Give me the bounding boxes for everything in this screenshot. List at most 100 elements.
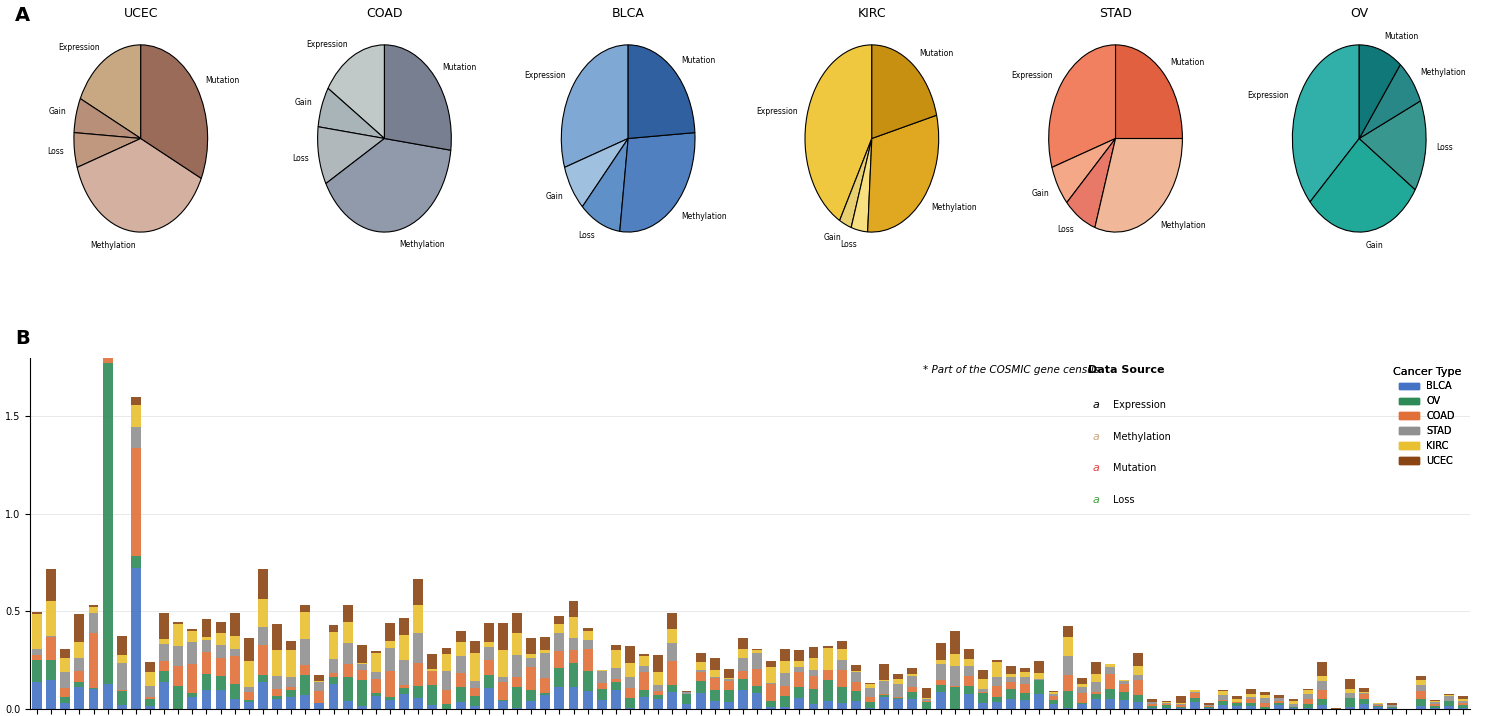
Bar bbox=[201, 619, 211, 637]
Bar bbox=[1359, 699, 1370, 704]
Bar bbox=[484, 688, 494, 709]
Bar bbox=[300, 695, 310, 709]
Bar bbox=[808, 690, 819, 704]
Bar bbox=[75, 642, 84, 658]
Bar bbox=[258, 682, 268, 709]
Bar bbox=[1090, 674, 1101, 682]
Bar bbox=[908, 674, 918, 676]
Bar bbox=[399, 695, 410, 709]
Bar bbox=[795, 650, 804, 661]
Text: Gain: Gain bbox=[1032, 189, 1050, 198]
Bar bbox=[654, 695, 663, 699]
Bar bbox=[950, 686, 960, 687]
Bar bbox=[414, 634, 423, 663]
Bar bbox=[1204, 707, 1214, 708]
Bar bbox=[456, 702, 465, 709]
Bar bbox=[950, 654, 960, 666]
Bar bbox=[738, 639, 748, 649]
Bar bbox=[822, 679, 833, 701]
Bar bbox=[1288, 699, 1299, 702]
Bar bbox=[710, 690, 720, 702]
Bar bbox=[597, 671, 606, 683]
Text: Loss: Loss bbox=[1058, 225, 1074, 234]
Bar bbox=[908, 676, 918, 687]
Bar bbox=[568, 664, 579, 687]
Bar bbox=[75, 658, 84, 672]
Bar bbox=[1232, 702, 1242, 706]
Bar bbox=[681, 692, 692, 694]
Bar bbox=[1119, 682, 1130, 684]
Bar bbox=[1035, 661, 1044, 674]
Bar bbox=[879, 681, 890, 694]
Bar bbox=[88, 633, 99, 687]
Text: Methylation: Methylation bbox=[1161, 221, 1206, 230]
Bar bbox=[1106, 699, 1114, 709]
Bar bbox=[1430, 708, 1440, 709]
Bar bbox=[201, 640, 211, 652]
Bar bbox=[766, 684, 776, 701]
Bar bbox=[597, 683, 606, 689]
Bar bbox=[978, 702, 988, 709]
Bar bbox=[188, 629, 198, 632]
Bar bbox=[470, 706, 480, 709]
Bar bbox=[32, 649, 42, 654]
Wedge shape bbox=[867, 115, 939, 232]
Bar bbox=[710, 677, 720, 678]
Bar bbox=[1035, 694, 1044, 709]
Bar bbox=[130, 427, 141, 448]
Bar bbox=[1302, 704, 1312, 708]
Bar bbox=[1048, 692, 1059, 694]
Bar bbox=[414, 604, 423, 634]
Bar bbox=[921, 701, 932, 702]
Bar bbox=[1106, 664, 1114, 667]
Bar bbox=[88, 687, 99, 689]
Text: Mutation: Mutation bbox=[681, 56, 716, 64]
Bar bbox=[146, 686, 154, 697]
Text: a: a bbox=[1092, 400, 1100, 410]
Bar bbox=[766, 667, 776, 683]
Text: a: a bbox=[1092, 432, 1100, 442]
Bar bbox=[1035, 674, 1044, 679]
Bar bbox=[1062, 707, 1072, 709]
Bar bbox=[1077, 684, 1086, 687]
Bar bbox=[512, 613, 522, 633]
Bar bbox=[88, 613, 99, 633]
Bar bbox=[1077, 705, 1086, 709]
Bar bbox=[1062, 656, 1072, 675]
Bar bbox=[159, 614, 170, 639]
Bar bbox=[1275, 703, 1284, 705]
Bar bbox=[1007, 690, 1016, 699]
Bar bbox=[1204, 703, 1214, 705]
Bar bbox=[512, 655, 522, 677]
Bar bbox=[738, 649, 748, 658]
Bar bbox=[1275, 701, 1284, 703]
Text: Expression: Expression bbox=[58, 43, 99, 52]
Bar bbox=[752, 654, 762, 669]
Bar bbox=[724, 678, 734, 679]
Bar bbox=[414, 663, 423, 687]
Bar bbox=[484, 623, 494, 642]
Bar bbox=[230, 613, 240, 636]
Bar bbox=[894, 698, 903, 700]
Wedge shape bbox=[384, 45, 452, 150]
Bar bbox=[32, 660, 42, 682]
Bar bbox=[795, 667, 804, 672]
Bar bbox=[865, 702, 874, 708]
Bar bbox=[850, 671, 861, 672]
Bar bbox=[286, 650, 296, 677]
Bar bbox=[1176, 705, 1185, 707]
Bar bbox=[766, 707, 776, 709]
Bar bbox=[399, 618, 410, 635]
Text: Gain: Gain bbox=[48, 107, 66, 116]
Bar bbox=[964, 659, 974, 666]
Bar bbox=[328, 625, 339, 632]
Bar bbox=[639, 654, 650, 656]
Bar bbox=[992, 702, 1002, 709]
Bar bbox=[272, 696, 282, 699]
Bar bbox=[1288, 704, 1299, 707]
Bar bbox=[752, 650, 762, 654]
Wedge shape bbox=[1359, 101, 1426, 190]
Text: Methylation: Methylation bbox=[90, 241, 136, 251]
Bar bbox=[780, 672, 790, 687]
Bar bbox=[159, 639, 170, 644]
